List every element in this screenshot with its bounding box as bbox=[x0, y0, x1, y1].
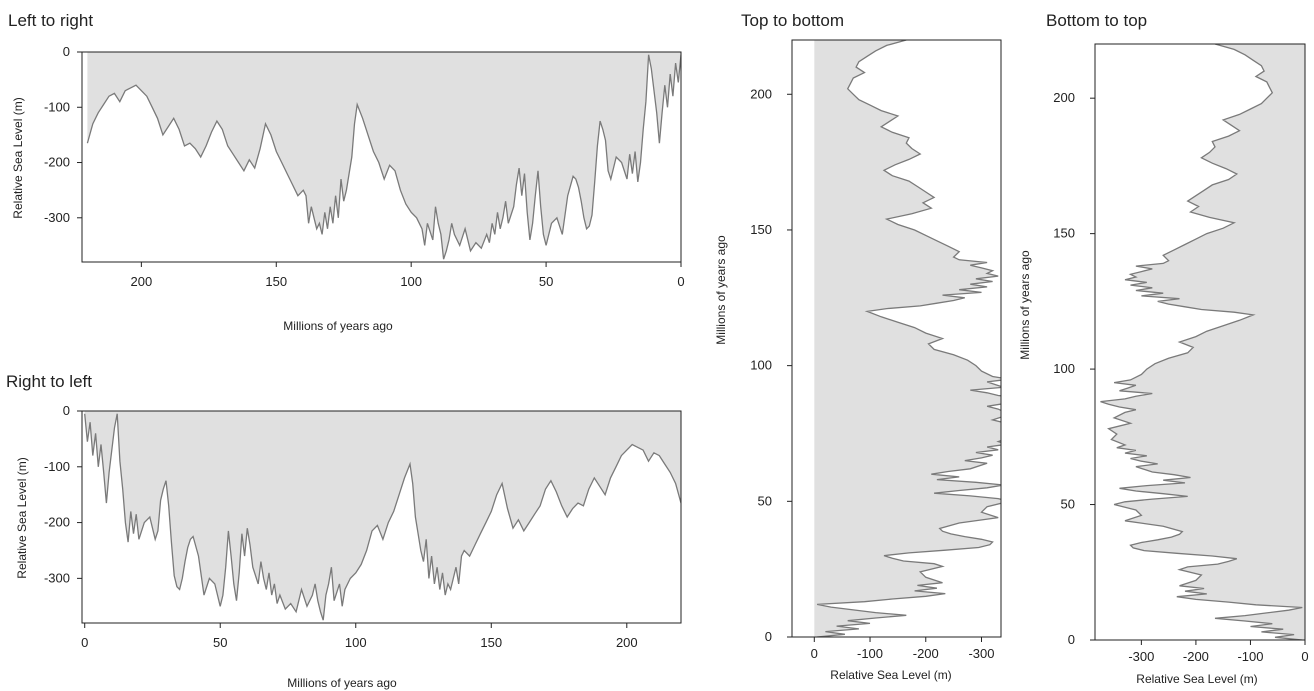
y-tick-label: -300 bbox=[44, 570, 70, 585]
y-tick-label: -100 bbox=[44, 99, 70, 114]
y-axis-label: Relative Sea Level (m) bbox=[15, 457, 29, 578]
x-tick-label: 50 bbox=[213, 635, 227, 650]
x-tick-label: -100 bbox=[857, 646, 883, 661]
x-axis-label: Relative Sea Level (m) bbox=[830, 668, 951, 682]
plot-frame bbox=[81, 51, 682, 263]
panel-title: Top to bottom bbox=[741, 11, 844, 30]
panel-title: Right to left bbox=[6, 372, 92, 391]
y-axis-label: Millions of years ago bbox=[1018, 250, 1032, 360]
x-tick-label: -100 bbox=[1237, 649, 1263, 664]
sea-level-line bbox=[1100, 44, 1303, 640]
x-axis-label: Relative Sea Level (m) bbox=[1136, 672, 1257, 686]
x-axis-label: Millions of years ago bbox=[283, 319, 393, 333]
x-tick-label: 0 bbox=[81, 635, 88, 650]
x-tick-label: 200 bbox=[616, 635, 638, 650]
y-tick-label: 0 bbox=[1068, 632, 1075, 647]
y-tick-label: 50 bbox=[1061, 497, 1075, 512]
y-tick-label: 150 bbox=[1053, 226, 1075, 241]
x-tick-label: 100 bbox=[400, 274, 422, 289]
y-tick-label: 200 bbox=[1053, 90, 1075, 105]
sea-level-area bbox=[814, 40, 1001, 637]
y-tick-label: -100 bbox=[44, 459, 70, 474]
y-tick-label: -200 bbox=[44, 155, 70, 170]
y-tick-label: 200 bbox=[750, 86, 772, 101]
panel-top-to-bottom: Top to bottom Millions of years ago Rela… bbox=[714, 11, 1002, 682]
plot-frame bbox=[1094, 43, 1306, 641]
y-tick-label: 0 bbox=[63, 403, 70, 418]
sea-level-line bbox=[84, 413, 681, 621]
plot-frame bbox=[791, 39, 1002, 638]
panel-left-to-right: Left to right Relative Sea Level (m) Mil… bbox=[8, 11, 685, 333]
y-tick-label: 0 bbox=[63, 44, 70, 59]
x-tick-label: -200 bbox=[1183, 649, 1209, 664]
x-tick-label: 100 bbox=[345, 635, 367, 650]
x-tick-label: -200 bbox=[913, 646, 939, 661]
panel-right-to-left: Right to left Relative Sea Level (m) Mil… bbox=[6, 372, 682, 690]
y-tick-label: 0 bbox=[765, 629, 772, 644]
y-tick-label: 100 bbox=[1053, 361, 1075, 376]
y-tick-label: 100 bbox=[750, 358, 772, 373]
x-tick-label: 200 bbox=[131, 274, 153, 289]
panel-bottom-to-top: Bottom to top Millions of years ago Rela… bbox=[1018, 11, 1309, 686]
sea-level-area bbox=[1100, 44, 1305, 640]
x-tick-label: -300 bbox=[968, 646, 994, 661]
sea-level-area bbox=[87, 52, 681, 260]
y-axis-label: Relative Sea Level (m) bbox=[11, 97, 25, 218]
x-tick-label: 150 bbox=[480, 635, 502, 650]
x-tick-label: 0 bbox=[1301, 649, 1308, 664]
sea-level-area bbox=[84, 411, 681, 621]
y-tick-label: -300 bbox=[44, 210, 70, 225]
sea-level-line bbox=[86, 54, 681, 260]
panel-title: Bottom to top bbox=[1046, 11, 1147, 30]
plot-frame bbox=[81, 410, 682, 624]
panel-title: Left to right bbox=[8, 11, 93, 30]
y-tick-label: 50 bbox=[758, 493, 772, 508]
x-tick-label: 0 bbox=[677, 274, 684, 289]
x-tick-label: 50 bbox=[539, 274, 553, 289]
y-tick-label: 150 bbox=[750, 222, 772, 237]
x-tick-label: -300 bbox=[1128, 649, 1154, 664]
sea-level-line bbox=[816, 40, 1001, 637]
y-tick-label: -200 bbox=[44, 515, 70, 530]
x-tick-label: 150 bbox=[265, 274, 287, 289]
x-axis-label: Millions of years ago bbox=[287, 676, 397, 690]
y-axis-label: Millions of years ago bbox=[714, 235, 728, 345]
x-tick-label: 0 bbox=[811, 646, 818, 661]
